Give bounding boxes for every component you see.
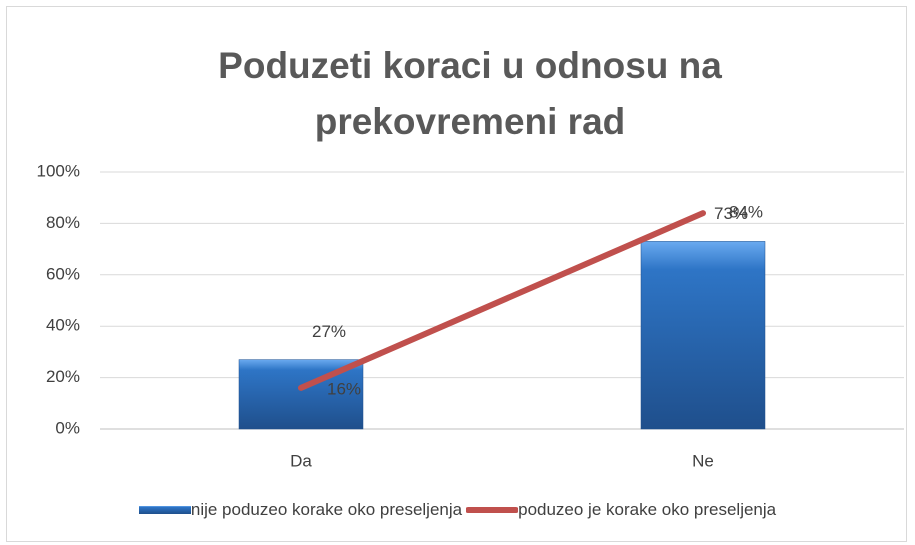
x-tick-label: Da	[290, 451, 312, 470]
legend: nije poduzeo korake oko preseljenja poduz…	[0, 500, 915, 520]
x-tick-label: Ne	[692, 451, 714, 470]
data-label: 84%	[729, 203, 763, 222]
y-tick-label: 40%	[46, 316, 80, 335]
chart-title: Poduzeti koraci u odnosu na prekovremeni…	[218, 45, 722, 142]
y-tick-label: 60%	[46, 264, 80, 283]
y-tick-label: 20%	[46, 367, 80, 386]
legend-label: poduzeo je korake oko preseljenja	[518, 500, 777, 519]
y-tick-label: 80%	[46, 213, 80, 232]
chart-border	[6, 6, 907, 542]
legend-label: nije poduzeo korake oko preseljenja	[190, 500, 463, 519]
data-label: 16%	[327, 379, 361, 398]
data-label: 73%	[714, 204, 748, 223]
legend-item: nije poduzeo korake oko preseljenja	[138, 500, 463, 520]
legend-box	[138, 506, 191, 514]
legend-item: poduzeo je korake oko preseljenja	[466, 500, 776, 520]
line	[298, 210, 706, 391]
y-tick-label: 0%	[55, 418, 80, 437]
y-tick-label: 100%	[37, 161, 80, 180]
legend-swatch	[466, 507, 519, 513]
bar	[640, 241, 766, 430]
data-label: 27%	[312, 322, 346, 341]
legend-swatch	[138, 506, 191, 514]
